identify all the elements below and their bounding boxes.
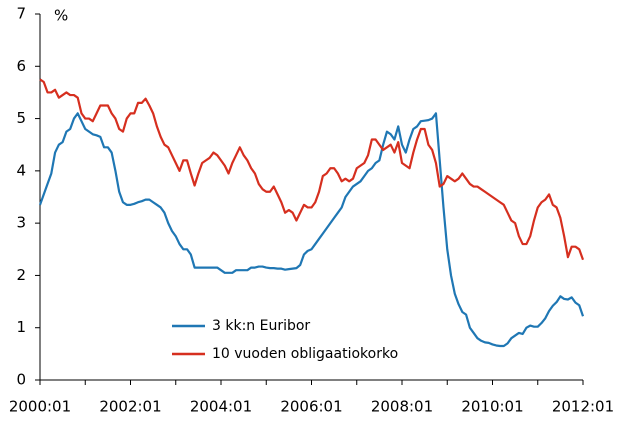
legend-label: 10 vuoden obligaatiokorko (212, 346, 398, 362)
y-axis-label: % (54, 7, 68, 25)
y-tick-label: 3 (16, 214, 26, 232)
line-series (39, 78, 585, 261)
x-tick-label: 2006:01 (280, 398, 342, 416)
x-tick-label: 2000:01 (9, 398, 71, 416)
y-tick-label: 5 (16, 109, 26, 127)
y-tick-label: 4 (16, 161, 26, 179)
line-series (38, 112, 585, 348)
x-tick-label: 2004:01 (190, 398, 252, 416)
x-tick-label: 2010:01 (461, 398, 523, 416)
x-tick-label: 2012:01 (552, 398, 614, 416)
y-tick-label: 0 (16, 371, 26, 389)
legend-label: 3 kk:n Euribor (212, 318, 310, 334)
y-tick-label: 7 (16, 5, 26, 23)
x-tick-label: 2002:01 (99, 398, 161, 416)
y-tick-label: 1 (16, 318, 26, 336)
x-tick-label: 2008:01 (371, 398, 433, 416)
y-tick-label: 6 (16, 57, 26, 75)
y-tick-label: 2 (16, 266, 26, 284)
